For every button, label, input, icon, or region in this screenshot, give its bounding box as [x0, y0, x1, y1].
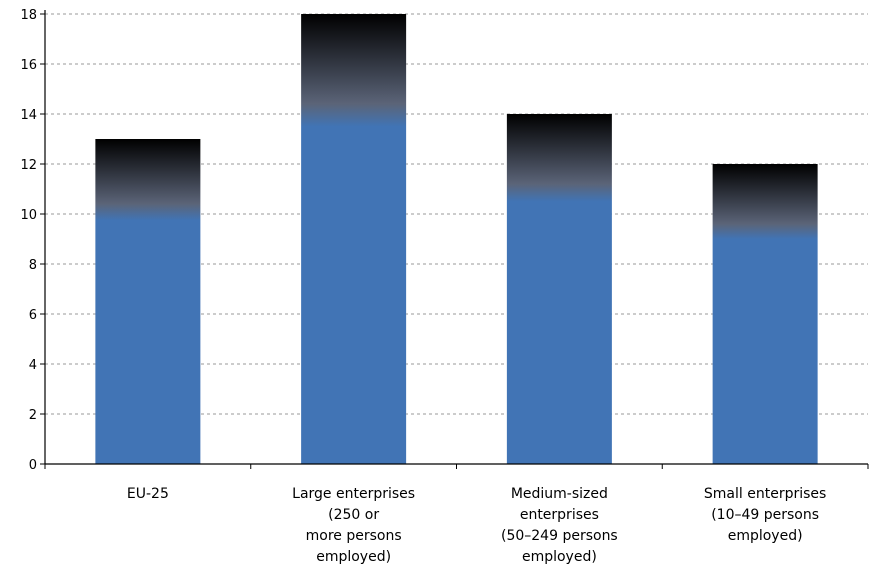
y-tick-label: 12 — [20, 158, 37, 173]
y-tick-label: 0 — [29, 458, 37, 473]
x-category-label: EU-25 — [127, 486, 169, 502]
x-category-label: Medium-sized enterprises (50–249 persons em… — [501, 486, 618, 565]
y-tick-label: 2 — [29, 408, 37, 423]
bar-2 — [506, 114, 612, 464]
bar-0 — [95, 139, 201, 464]
x-category-label: Small enterprises (10–49 persons employed) — [704, 486, 826, 544]
axes — [40, 10, 869, 469]
y-tick-label: 4 — [29, 358, 37, 373]
y-tick-label: 16 — [20, 58, 37, 73]
bar-1 — [301, 14, 407, 464]
bars — [95, 14, 818, 464]
bar-3 — [712, 164, 818, 464]
labels: 0 2 4 6 8 10 12 14 16 18 EU-25 Large enterprises (25… — [20, 8, 826, 565]
y-tick-label: 10 — [20, 208, 37, 223]
y-tick-label: 8 — [29, 258, 37, 273]
x-category-label: Large enterprises (250 or more persons empl… — [292, 486, 415, 565]
y-tick-label: 14 — [20, 108, 37, 123]
y-tick-label: 18 — [20, 8, 37, 23]
y-tick-label: 6 — [29, 308, 37, 323]
